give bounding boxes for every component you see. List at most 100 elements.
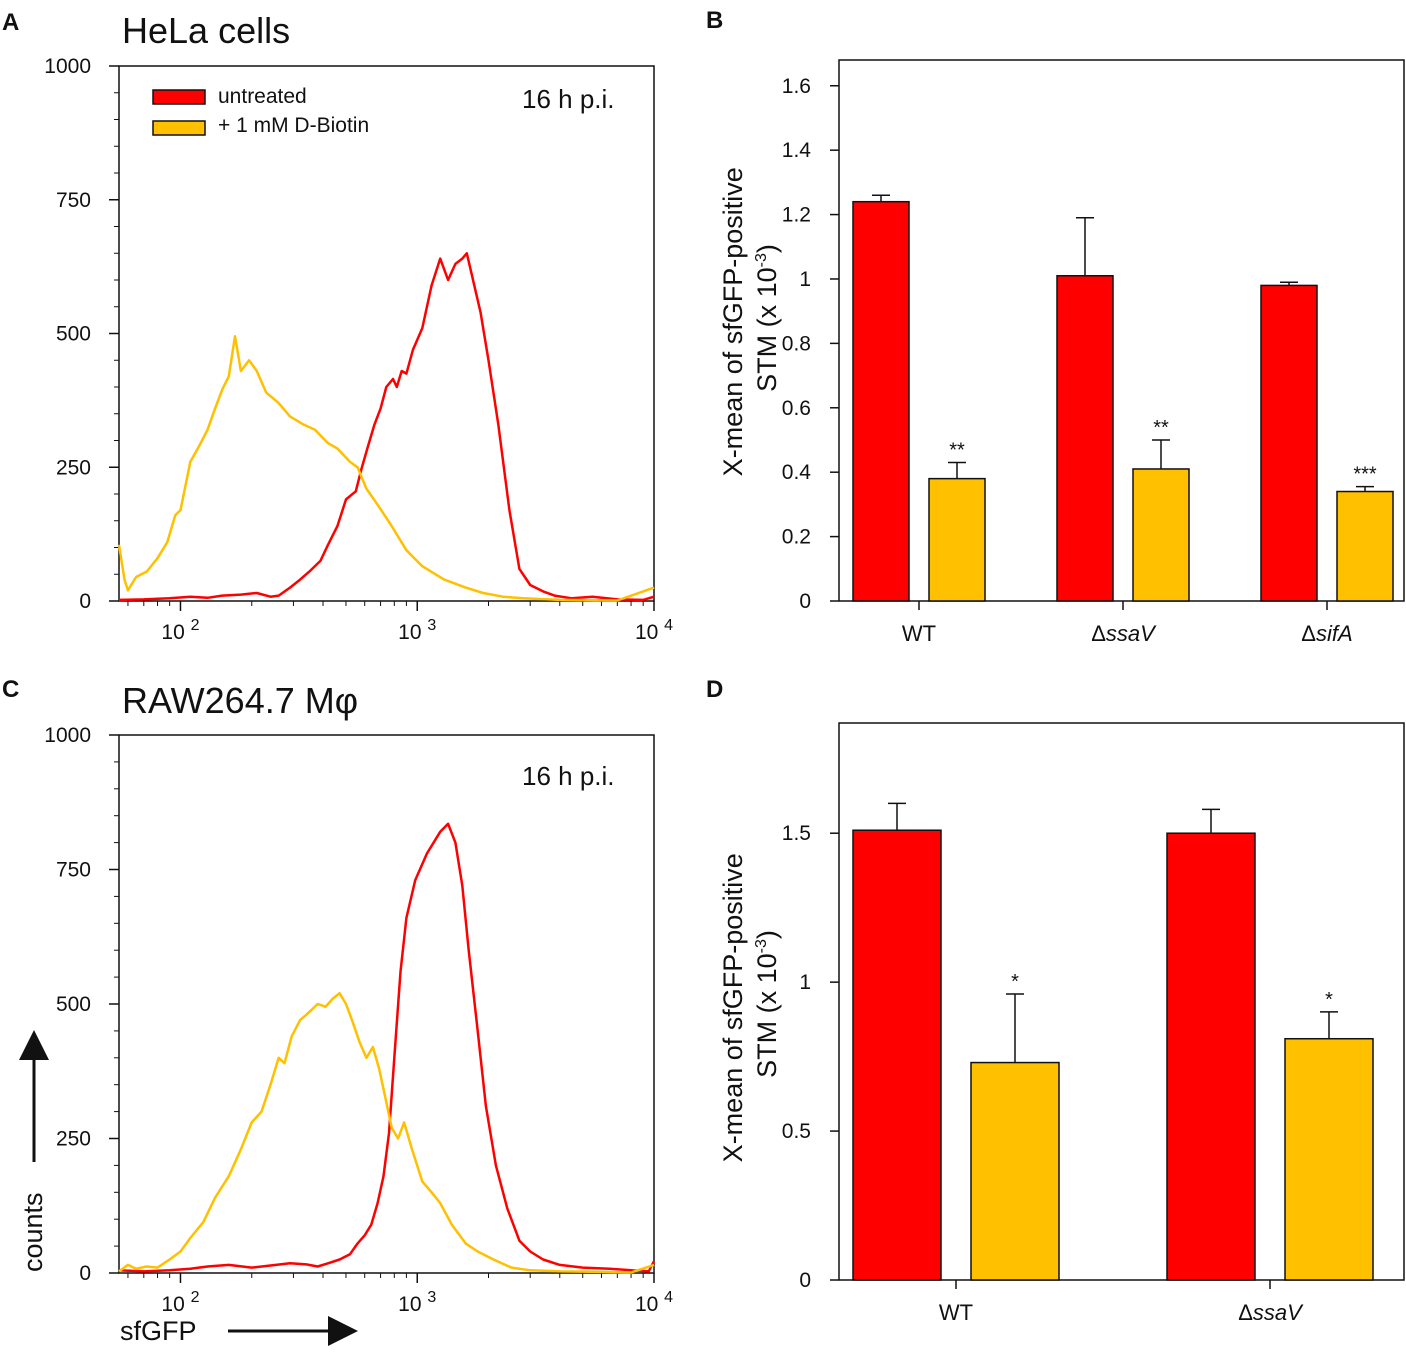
- y-tick-label: 0.8: [782, 332, 811, 355]
- x-tick-label: 10 2: [161, 617, 199, 644]
- y-tick-label: 500: [56, 993, 91, 1016]
- panel-c-annotation: 16 h p.i.: [522, 761, 615, 791]
- legend-swatch-biotin: [152, 120, 206, 136]
- plot-frame: [118, 65, 655, 602]
- bar-biotin: [928, 477, 986, 602]
- panel-b-ylabel-line2: STM (x 10-3): [752, 244, 782, 392]
- bar-untreated: [1056, 275, 1114, 602]
- y-tick-label: 0.6: [782, 397, 811, 420]
- panel-d-bar-chart: 0 0.5 1 1.5 WT * ΔssaV *: [782, 722, 1405, 1325]
- significance-label: *: [1011, 971, 1019, 993]
- bar-untreated: [852, 829, 942, 1281]
- x-tick-label: 10 4: [635, 1289, 673, 1316]
- x-tick-base: 10: [635, 621, 664, 644]
- category-gene: ssaV: [1106, 621, 1157, 646]
- panel-letter-b: B: [706, 7, 723, 34]
- x-tick-base: 10: [635, 1293, 664, 1316]
- x-tick-label: 10 3: [398, 617, 436, 644]
- legend-label-untreated: untreated: [218, 85, 307, 108]
- y-tick-label: 1.2: [782, 204, 811, 227]
- x-tick-exp: 4: [664, 1289, 673, 1306]
- y-tick-label: 0: [79, 590, 91, 613]
- y-tick-label: 1.4: [782, 139, 812, 162]
- category-label: WT: [939, 1300, 973, 1325]
- panel-d-ylabel-line2: STM (x 10-3): [752, 930, 782, 1078]
- category-gene: sifA: [1316, 621, 1353, 646]
- panel-d-ylabel-line1: X-mean of sfGFP-positive: [718, 853, 748, 1162]
- legend-swatch-untreated: [152, 89, 206, 105]
- panel-b-ylabel-line1: X-mean of sfGFP-positive: [718, 167, 748, 476]
- x-tick-exp: 3: [427, 1289, 436, 1306]
- panel-c-xlabel: sfGFP: [120, 1316, 197, 1346]
- category-delta: Δ: [1238, 1300, 1253, 1325]
- y-tick-label: 750: [56, 859, 91, 882]
- significance-label: **: [949, 440, 965, 462]
- legend-label-biotin: + 1 mM D-Biotin: [218, 114, 369, 137]
- bar-untreated: [1260, 284, 1318, 602]
- panel-b-bar-chart: 0 0.2 0.4 0.6 0.8 1 1.2 1.4 1.6 WT ** ΔssaV ** ΔsifA *…: [782, 59, 1405, 646]
- x-tick-exp: 3: [427, 617, 436, 634]
- panel-letter-c: C: [2, 676, 19, 703]
- plot-frame: [118, 734, 655, 1274]
- x-tick-exp: 2: [191, 1289, 200, 1306]
- bar-biotin: [1336, 490, 1394, 602]
- panel-b-ylabel-suffix: ): [752, 244, 782, 253]
- panel-c-ylabel: counts: [18, 1192, 48, 1272]
- y-tick-label: 0: [79, 1262, 91, 1285]
- bar-biotin: [970, 1061, 1060, 1281]
- x-tick-base: 10: [161, 621, 190, 644]
- category-delta: Δ: [1091, 621, 1106, 646]
- y-tick-label: 250: [56, 1128, 91, 1151]
- y-tick-label: 0: [799, 1269, 811, 1292]
- category-label: ΔsifA: [1301, 621, 1352, 646]
- series-line-biotin: [118, 991, 655, 1274]
- y-tick-label: 750: [56, 189, 91, 212]
- y-tick-label: 1.5: [782, 822, 811, 845]
- panel-b-ylabel: X-mean of sfGFP-positive STM (x 10-3): [718, 160, 782, 477]
- significance-label: ***: [1353, 464, 1377, 486]
- category-delta: Δ: [1301, 621, 1316, 646]
- category-label: ΔssaV: [1091, 621, 1157, 646]
- y-tick-label: 0.2: [782, 526, 811, 549]
- category-gene: ssaV: [1253, 1300, 1304, 1325]
- y-tick-label: 1000: [44, 724, 91, 747]
- category-label: ΔssaV: [1238, 1300, 1304, 1325]
- panel-d-ylabel-exp: -3: [753, 939, 770, 953]
- panel-b-ylabel-prefix: STM (x 10: [752, 267, 782, 392]
- x-tick-label: 10 4: [635, 617, 673, 644]
- series-line-biotin: [117, 334, 655, 602]
- bar-untreated: [852, 200, 910, 602]
- panel-d-ylabel-suffix: ): [752, 930, 782, 939]
- x-tick-label: 10 2: [161, 1289, 199, 1316]
- panel-d-ylabel: X-mean of sfGFP-positive STM (x 10-3): [718, 846, 782, 1163]
- y-tick-label: 1: [799, 268, 811, 291]
- bar-biotin: [1132, 468, 1190, 602]
- y-tick-label: 1.6: [782, 75, 811, 98]
- plot-frame: [838, 722, 1405, 1281]
- x-tick-label: 10 3: [398, 1289, 436, 1316]
- significance-label: **: [1153, 417, 1169, 439]
- y-tick-label: 250: [56, 456, 91, 479]
- series-line-untreated: [118, 822, 656, 1273]
- bar-biotin: [1284, 1037, 1374, 1281]
- significance-label: *: [1325, 989, 1333, 1011]
- panel-c-title: RAW264.7 Mφ: [122, 680, 358, 721]
- plot-frame: [838, 59, 1405, 602]
- bar-untreated: [1166, 832, 1256, 1281]
- x-tick-exp: 4: [664, 617, 673, 634]
- panel-letter-d: D: [706, 676, 723, 703]
- panel-b-ylabel-exp: -3: [753, 253, 770, 267]
- series-line-untreated: [118, 252, 655, 602]
- y-tick-label: 0: [799, 590, 811, 613]
- category-label: WT: [902, 621, 936, 646]
- y-tick-label: 0.5: [782, 1120, 811, 1143]
- panel-a-title: HeLa cells: [122, 10, 290, 51]
- x-tick-base: 10: [161, 1293, 190, 1316]
- y-tick-label: 0.4: [782, 461, 812, 484]
- x-tick-exp: 2: [191, 617, 200, 634]
- y-tick-label: 1: [799, 971, 811, 994]
